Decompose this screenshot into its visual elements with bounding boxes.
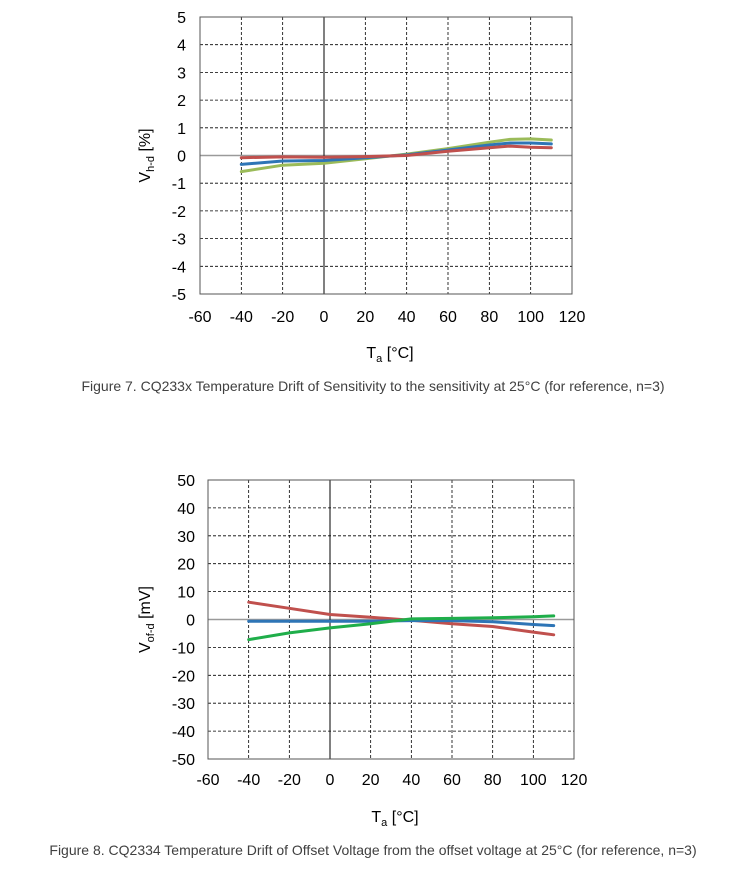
x-tick-label: -20 [271, 309, 294, 326]
x-axis-title: Ta [°C] [371, 809, 418, 829]
y-tick-label: 20 [177, 557, 195, 574]
y-tick-label: 2 [177, 93, 186, 110]
y-tick-label: -50 [172, 752, 195, 769]
x-tick-label: 60 [443, 772, 461, 789]
x-tick-label: -60 [188, 309, 211, 326]
chart-offset-drift: -50 -40 -30 -20 -10 0 10 20 30 40 50 -60 -40 -20 0 20 40… [137, 473, 588, 829]
y-axis-title: Vof-d [mV] [137, 586, 157, 653]
plot-area-border [199, 16, 573, 295]
y-tick-label: -1 [172, 176, 186, 193]
y-tick-label: -10 [172, 640, 195, 657]
x-tick-label: 100 [517, 309, 544, 326]
y-tick-label: -40 [172, 724, 195, 741]
y-tick-label: 1 [177, 121, 186, 138]
chart-sensitivity-drift: -5 -4 -3 -2 -1 0 1 2 3 4 5 -60 -40 -20 0 20 40 60 80 100 120… [137, 10, 586, 365]
x-tick-label: -40 [230, 309, 253, 326]
x-tick-label: -20 [278, 772, 301, 789]
figure-7-caption: Figure 7. CQ233x Temperature Drift of Se… [81, 378, 665, 394]
series-line-1 [247, 619, 556, 628]
x-tick-label: 20 [356, 309, 374, 326]
y-axis-title: Vh-d [%] [137, 128, 157, 182]
y-tick-label: -2 [172, 204, 186, 221]
x-tick-label: 0 [326, 772, 335, 789]
y-tick-label: -20 [172, 668, 195, 685]
series-line-2 [239, 144, 553, 160]
y-tick-label: 30 [177, 529, 195, 546]
y-tick-label: 4 [177, 38, 186, 55]
x-tick-label: 120 [561, 772, 588, 789]
y-tick-label: -30 [172, 696, 195, 713]
x-tick-label: 80 [480, 309, 498, 326]
y-tick-label: 40 [177, 501, 195, 518]
x-tick-label: -40 [237, 772, 260, 789]
x-tick-label: 40 [398, 309, 416, 326]
x-tick-label: -60 [196, 772, 219, 789]
figure-8-caption: Figure 8. CQ2334 Temperature Drift of Of… [49, 842, 697, 858]
plot-area-border [207, 479, 575, 760]
x-tick-label: 120 [559, 309, 586, 326]
x-tick-label: 100 [520, 772, 547, 789]
y-tick-label: 0 [186, 613, 195, 630]
y-tick-label: 0 [177, 149, 186, 166]
x-tick-label: 40 [402, 772, 420, 789]
x-tick-label: 60 [439, 309, 457, 326]
x-tick-label: 80 [484, 772, 502, 789]
x-tick-label: 0 [320, 309, 329, 326]
y-tick-label: -3 [172, 232, 186, 249]
y-tick-label: 5 [177, 10, 186, 27]
y-tick-label: -4 [172, 259, 186, 276]
x-axis-title: Ta [°C] [366, 345, 413, 365]
y-tick-label: -5 [172, 287, 186, 304]
y-tick-label: 10 [177, 585, 195, 602]
y-tick-label: 50 [177, 473, 195, 490]
y-tick-label: 3 [177, 65, 186, 82]
x-tick-label: 20 [362, 772, 380, 789]
series-line-2 [247, 614, 556, 642]
